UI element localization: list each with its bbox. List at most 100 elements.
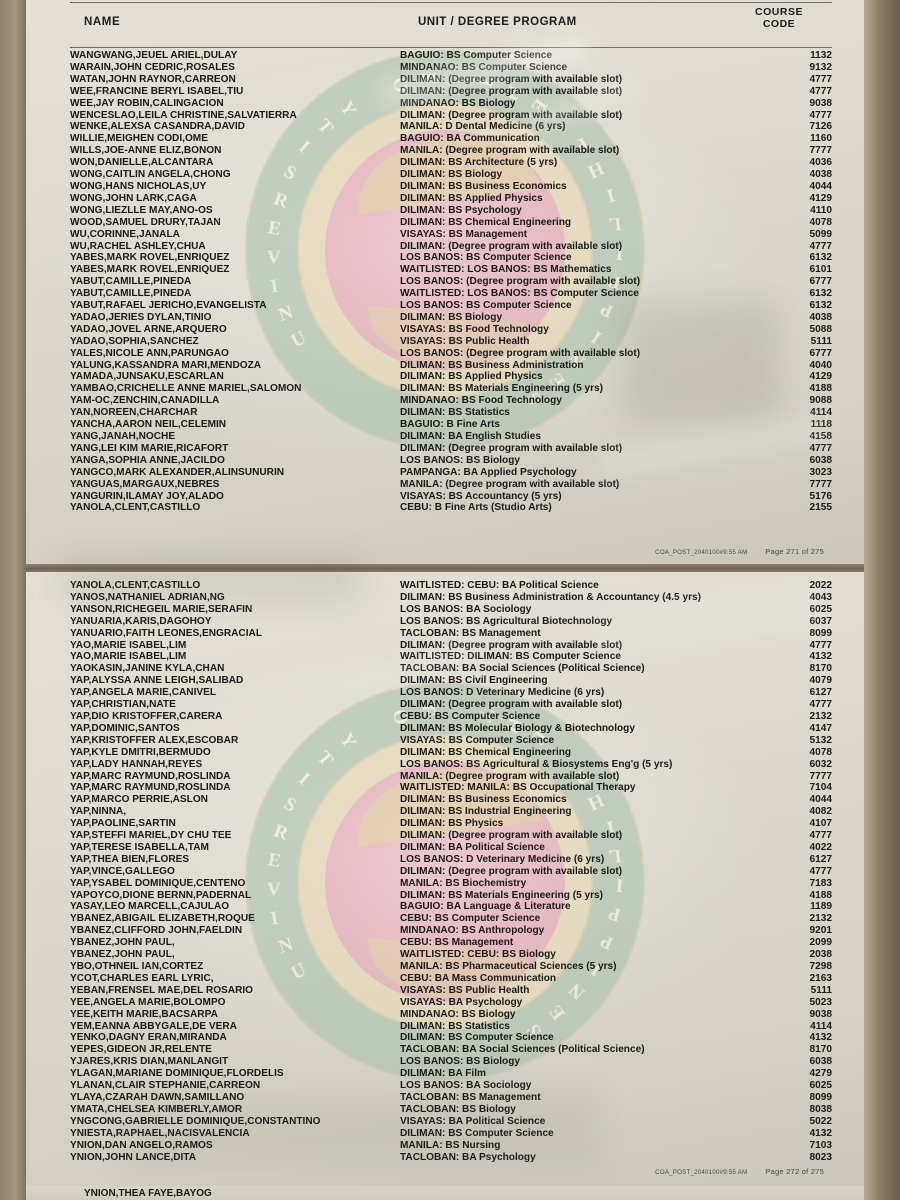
table-row: WOOD,SAMUEL DRURY,TAJAN DILIMAN: BS Chemi… xyxy=(70,217,832,229)
course-code: 7183 xyxy=(809,877,832,889)
table-row: YAP,DOMINIC,SANTOS DILIMAN: BS Molecular … xyxy=(70,723,832,735)
applicant-name: YCOT,CHARLES EARL LYRIC, xyxy=(70,972,214,984)
applicant-name: YENKO,DAGNY ERAN,MIRANDA xyxy=(70,1032,227,1044)
unit-degree-program: DILIMAN: (Degree program with available … xyxy=(400,639,623,651)
applicant-name: YBANEZ,ABIGAIL ELIZABETH,ROQUE xyxy=(70,913,255,925)
table-row: WU,CORINNE,JANALA VISAYAS: BS Management 5… xyxy=(70,229,832,241)
applicant-name: YAP,ANGELA MARIE,CANIVEL xyxy=(70,687,217,699)
course-code: 4777 xyxy=(809,865,832,877)
unit-degree-program: TACLOBAN: BA Psychology xyxy=(400,1151,536,1163)
table-row: YASAY,LEO MARCELL,CAJULAO BAGUIO: BA Lang… xyxy=(70,901,832,913)
applicant-name: WON,DANIELLE,ALCANTARA xyxy=(70,157,214,169)
unit-degree-program: DILIMAN: (Degree program with available … xyxy=(400,830,623,842)
course-code: 5176 xyxy=(809,490,832,502)
table-row: YANUARIO,FAITH LEONES,ENGRACIAL TACLOBAN:… xyxy=(70,628,832,640)
applicant-name: YANUARIA,KARIS,DAGOHOY xyxy=(70,615,212,627)
applicant-name: YANOLA,CLENT,CASTILLO xyxy=(70,502,201,514)
header-course-code-line2: CODE xyxy=(762,18,796,30)
course-code: 6132 xyxy=(809,300,832,312)
unit-degree-program: CEBU: BA Mass Communication xyxy=(400,972,557,984)
table-row: YAP,KYLE DMITRI,BERMUDO DILIMAN: BS Chemi… xyxy=(70,747,832,759)
next-page-sliver: YNION,THEA FAYE,BAYOG xyxy=(26,1186,864,1200)
table-row: YALUNG,KASSANDRA MARI,MENDOZA DILIMAN: BS… xyxy=(70,360,832,372)
unit-degree-program: MINDANAO: BS Anthropology xyxy=(400,925,545,937)
applicant-name: YAP,LADY HANNAH,REYES xyxy=(70,758,203,770)
next-page-first-name: YNION,THEA FAYE,BAYOG xyxy=(84,1188,212,1199)
table-row: WONG,JOHN LARK,CAGA DILIMAN: BS Applied P… xyxy=(70,193,832,205)
table-row: YAMBAO,CRICHELLE ANNE MARIEL,SALOMON DILI… xyxy=(70,383,832,395)
course-code: 6132 xyxy=(809,252,832,264)
applicant-name: WENCESLAO,LEILA CHRISTINE,SALVATIERRA xyxy=(70,109,297,121)
applicant-name: YAP,STEFFI MARIEL,DY CHU TEE xyxy=(70,830,232,842)
unit-degree-program: DILIMAN: BS Psychology xyxy=(400,204,522,216)
table-row: YEM,EANNA ABBYGALE,DE VERA DILIMAN: BS St… xyxy=(70,1021,832,1033)
table-row: YAP,MARC RAYMUND,ROSLINDA WAITLISTED: MAN… xyxy=(70,782,832,794)
footer-stamp: COA_POST_2040100#9:55 AM xyxy=(655,549,748,556)
course-code: 4043 xyxy=(809,591,832,603)
unit-degree-program: DILIMAN: BS Statistics xyxy=(400,407,510,419)
roster-table-page-272: YANOLA,CLENT,CASTILLO WAITLISTED: CEBU: B… xyxy=(70,580,832,1163)
table-row: YAP,TERESE ISABELLA,TAM DILIMAN: BA Polit… xyxy=(70,842,832,854)
applicant-name: YMATA,CHELSEA KIMBERLY,AMOR xyxy=(70,1103,243,1115)
unit-degree-program: DILIMAN: BS Biology xyxy=(400,311,503,323)
table-row: YADAO,JERIES DYLAN,TINIO DILIMAN: BS Biol… xyxy=(70,312,832,324)
unit-degree-program: DILIMAN: BS Applied Physics xyxy=(400,371,543,383)
course-code: 4107 xyxy=(809,818,832,830)
course-code: 9088 xyxy=(809,395,832,407)
course-code: 5022 xyxy=(809,1115,832,1127)
unit-degree-program: DILIMAN: BS Materials Engineering (5 yrs… xyxy=(400,889,604,901)
table-row: YAO,MARIE ISABEL,LIM DILIMAN: (Degree pro… xyxy=(70,640,832,652)
applicant-name: YAN,NOREEN,CHARCHAR xyxy=(70,407,198,419)
table-row: WU,RACHEL ASHLEY,CHUA DILIMAN: (Degree pr… xyxy=(70,241,832,253)
table-row: YAO,MARIE ISABEL,LIM WAITLISTED: DILIMAN:… xyxy=(70,651,832,663)
table-row: YABES,MARK ROVEL,ENRIQUEZ WAITLISTED: LOS… xyxy=(70,264,832,276)
applicant-name: WU,CORINNE,JANALA xyxy=(70,228,180,240)
table-row: YANGCO,MARK ALEXANDER,ALINSUNURIN PAMPANG… xyxy=(70,467,832,479)
table-row: YALES,NICOLE ANN,PARUNGAO LOS BANOS: (Deg… xyxy=(70,348,832,360)
table-row: YAPOYCO,DIONE BERNN,PADERNAL DILIMAN: BS … xyxy=(70,890,832,902)
table-row: YANUARIA,KARIS,DAGOHOY LOS BANOS: BS Agri… xyxy=(70,616,832,628)
table-row: YAP,MARC RAYMUND,ROSLINDA MANILA: (Degree… xyxy=(70,771,832,783)
applicant-name: WANGWANG,JEUEL ARIEL,DULAY xyxy=(70,50,238,61)
unit-degree-program: DILIMAN: BS Business Administration & Ac… xyxy=(400,591,701,603)
applicant-name: YALES,NICOLE ANN,PARUNGAO xyxy=(70,347,229,359)
unit-degree-program: MINDANAO: BS Computer Science xyxy=(400,61,568,73)
course-code: 7777 xyxy=(809,478,832,490)
table-row: YAP,VINCE,GALLEGO DILIMAN: (Degree progra… xyxy=(70,866,832,878)
course-code: 5023 xyxy=(809,996,832,1008)
unit-degree-program: TACLOBAN: BA Social Sciences (Political … xyxy=(400,1044,645,1056)
course-code: 7126 xyxy=(809,121,832,133)
applicant-name: YAP,ALYSSA ANNE LEIGH,SALIBAD xyxy=(70,675,244,687)
unit-degree-program: VISAYAS: BA Psychology xyxy=(400,996,523,1008)
course-code: 4110 xyxy=(810,204,832,216)
applicant-name: YEE,ANGELA MARIE,BOLOMPO xyxy=(70,996,226,1008)
applicant-name: YANSON,RICHEGEIL MARIE,SERAFIN xyxy=(70,603,253,615)
applicant-name: WONG,JOHN LARK,CAGA xyxy=(70,192,197,204)
applicant-name: YLANAN,CLAIR STEPHANIE,CARREON xyxy=(70,1080,261,1092)
applicant-name: YANG,JANAH,NOCHE xyxy=(70,431,176,442)
course-code: 3023 xyxy=(809,466,832,478)
table-row: YANCHA,AARON NEIL,CELEMIN BAGUIO: B Fine … xyxy=(70,419,832,431)
unit-degree-program: DILIMAN: (Degree program with available … xyxy=(400,109,623,121)
course-code: 4188 xyxy=(809,383,832,395)
unit-degree-program: MANILA: (Degree program with available s… xyxy=(400,770,620,782)
table-row: YAP,LADY HANNAH,REYES LOS BANOS: BS Agric… xyxy=(70,759,832,771)
unit-degree-program: WAITLISTED: LOS BANOS: BS Computer Scien… xyxy=(400,288,639,300)
unit-degree-program: VISAYAS: BS Public Health xyxy=(400,984,530,996)
table-row: YAOKASIN,JANINE KYLA,CHAN TACLOBAN: BA So… xyxy=(70,663,832,675)
course-code: 9201 xyxy=(809,925,832,937)
table-row: YANG,LEI KIM MARIE,RICAFORT DILIMAN: (Deg… xyxy=(70,443,832,455)
roster-table-page-271: WANGWANG,JEUEL ARIEL,DULAY BAGUIO: BS Com… xyxy=(70,50,832,514)
unit-degree-program: WAITLISTED: CEBU: BS Biology xyxy=(400,949,556,961)
page-footer-271: COA_POST_2040100#9:55 AM Page 271 of 275 xyxy=(655,547,824,556)
applicant-name: YAO,MARIE ISABEL,LIM xyxy=(70,651,187,663)
course-code: 5099 xyxy=(809,228,832,240)
unit-degree-program: MINDANAO: BS Biology xyxy=(400,97,516,109)
unit-degree-program: DILIMAN: (Degree program with available … xyxy=(400,85,623,97)
course-code: 4132 xyxy=(809,1032,832,1044)
table-row: WATAN,JOHN RAYNOR,CARREON DILIMAN: (Degre… xyxy=(70,74,832,86)
unit-degree-program: DILIMAN: (Degree program with available … xyxy=(400,442,623,454)
unit-degree-program: DILIMAN: BS Business Administration xyxy=(400,359,584,371)
applicant-name: WARAIN,JOHN CEDRIC,ROSALES xyxy=(70,61,235,73)
course-code: 8099 xyxy=(809,627,832,639)
